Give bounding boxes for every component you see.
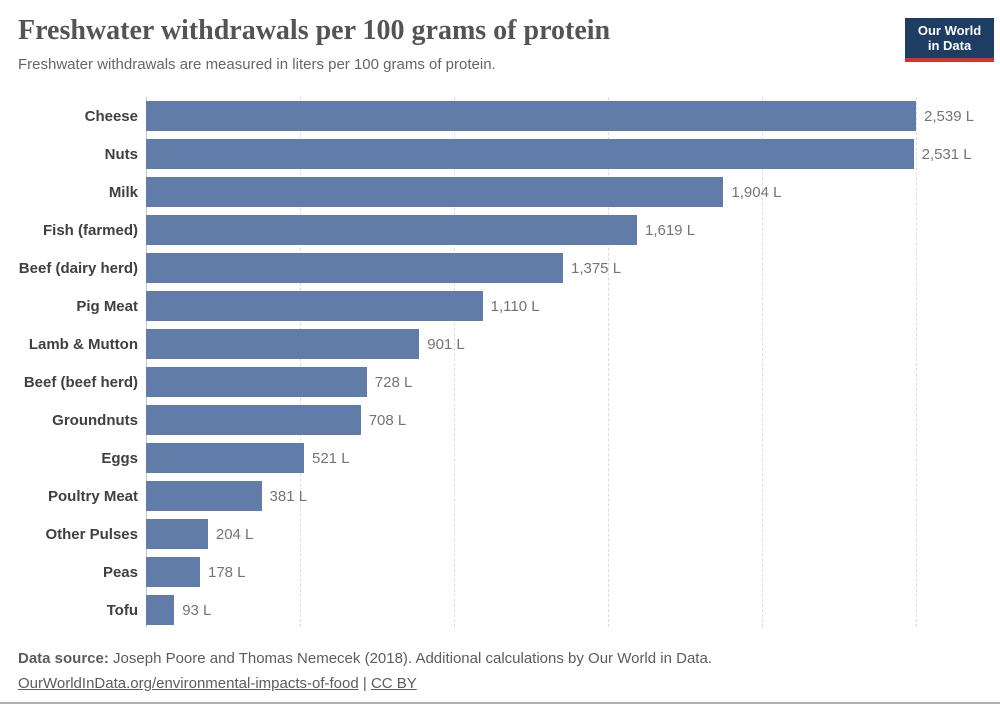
chart-footer: Data source: Joseph Poore and Thomas Nem… — [18, 646, 712, 696]
value-label: 1,375 L — [570, 259, 622, 277]
bar-track: 1,110 L — [146, 291, 916, 321]
category-label: Beef (beef herd) — [23, 373, 138, 391]
category-label: Beef (dairy herd) — [18, 259, 138, 277]
bar[interactable] — [146, 405, 361, 435]
value-label: 93 L — [182, 601, 212, 619]
category-label: Pig Meat — [76, 297, 138, 315]
data-source-label: Data source: — [18, 650, 109, 667]
bar-track: 381 L — [146, 481, 916, 511]
bar-row: Fish (farmed) 1,619 L — [18, 211, 982, 249]
bar-track: 708 L — [146, 405, 916, 435]
bar-row: Cheese 2,539 L — [18, 97, 982, 135]
bar[interactable] — [146, 177, 724, 207]
cc-by-link[interactable]: CC BY — [370, 675, 417, 692]
plot-grid — [146, 97, 917, 627]
bar-row: Eggs 521 L — [18, 439, 982, 477]
bar-row: Poultry Meat 381 L — [18, 477, 982, 515]
data-source-line: Data source: Joseph Poore and Thomas Nem… — [18, 646, 712, 671]
category-label: Other Pulses — [45, 525, 138, 543]
y-axis-line — [146, 97, 147, 627]
owid-logo-red-underline — [905, 58, 994, 62]
bar[interactable] — [146, 329, 420, 359]
value-label: 1,110 L — [490, 297, 540, 315]
category-label: Tofu — [106, 601, 138, 619]
category-label: Eggs — [101, 449, 138, 467]
category-label: Nuts — [104, 145, 138, 163]
value-label: 381 L — [269, 487, 308, 505]
gridline — [454, 97, 455, 627]
footer-separator: | — [358, 675, 371, 692]
bar[interactable] — [146, 139, 914, 169]
category-label: Groundnuts — [52, 411, 138, 429]
value-label: 521 L — [312, 449, 350, 467]
bar[interactable] — [146, 367, 367, 397]
chart-subtitle: Freshwater withdrawals are measured in l… — [18, 56, 496, 73]
bottom-divider — [0, 702, 1000, 704]
bar-track: 178 L — [146, 557, 916, 587]
license-line: OurWorldInData.org/environmental-impacts… — [18, 671, 712, 696]
chart-header: Freshwater withdrawals per 100 grams of … — [18, 14, 878, 73]
bar[interactable] — [146, 519, 208, 549]
owid-logo-line1: Our World — [917, 23, 982, 38]
value-label: 178 L — [207, 563, 246, 581]
bar-row: Other Pulses 204 L — [18, 515, 982, 553]
bar-track: 2,531 L — [146, 139, 972, 169]
chart-title: Freshwater withdrawals per 100 grams of … — [18, 15, 611, 46]
value-label: 2,531 L — [921, 145, 972, 163]
bar[interactable] — [146, 101, 916, 131]
category-label: Peas — [102, 563, 138, 581]
gridline — [608, 97, 609, 627]
value-label: 1,619 L — [644, 221, 696, 239]
gridline — [916, 97, 917, 627]
bar-track: 901 L — [146, 329, 916, 359]
category-label: Fish (farmed) — [42, 221, 138, 239]
bar-track: 1,904 L — [146, 177, 916, 207]
bar-row: Beef (beef herd) 728 L — [18, 363, 982, 401]
gridline — [762, 97, 763, 627]
bar-row: Tofu 93 L — [18, 591, 982, 629]
bar-track: 728 L — [146, 367, 916, 397]
category-label: Cheese — [84, 107, 138, 125]
bar[interactable] — [146, 481, 262, 511]
value-label: 708 L — [368, 411, 407, 429]
plot-rows: Cheese 2,539 L Nuts 2,531 L Milk 1,904 L… — [18, 97, 982, 629]
value-label: 728 L — [374, 373, 413, 391]
bar-row: Groundnuts 708 L — [18, 401, 982, 439]
category-label: Lamb & Mutton — [28, 335, 138, 353]
value-label: 901 L — [427, 335, 465, 353]
bar-track: 521 L — [146, 443, 916, 473]
bar-track: 1,619 L — [146, 215, 916, 245]
owid-logo[interactable]: Our World in Data — [905, 18, 994, 58]
category-label: Poultry Meat — [47, 487, 138, 505]
category-label: Milk — [108, 183, 138, 201]
gridline — [300, 97, 301, 627]
value-label: 1,904 L — [731, 183, 782, 201]
value-label: 2,539 L — [924, 107, 975, 125]
bar[interactable] — [146, 557, 200, 587]
bar[interactable] — [146, 215, 637, 245]
bar-row: Beef (dairy herd) 1,375 L — [18, 249, 982, 287]
data-source-text: Joseph Poore and Thomas Nemecek (2018). … — [108, 650, 712, 667]
bar-row: Lamb & Mutton 901 L — [18, 325, 982, 363]
bar-track: 204 L — [146, 519, 916, 549]
bar-track: 1,375 L — [146, 253, 916, 283]
bar[interactable] — [146, 595, 175, 625]
bar-track: 93 L — [146, 595, 916, 625]
bar-row: Milk 1,904 L — [18, 173, 982, 211]
value-label: 204 L — [215, 525, 254, 543]
bar[interactable] — [146, 253, 563, 283]
bar-track: 2,539 L — [146, 101, 974, 131]
bar[interactable] — [146, 291, 483, 321]
owid-url-link[interactable]: OurWorldInData.org/environmental-impacts… — [18, 675, 359, 692]
bar-row: Nuts 2,531 L — [18, 135, 982, 173]
bar[interactable] — [146, 443, 304, 473]
bar-row: Pig Meat 1,110 L — [18, 287, 982, 325]
owid-logo-line2: in Data — [927, 38, 972, 53]
bar-chart: Cheese 2,539 L Nuts 2,531 L Milk 1,904 L… — [18, 97, 982, 629]
bar-row: Peas 178 L — [18, 553, 982, 591]
